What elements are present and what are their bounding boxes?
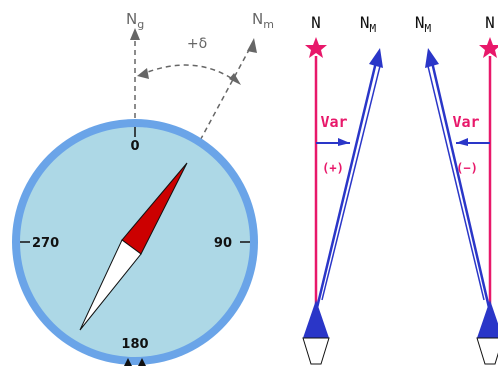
dial-label-south: 180 [121,337,148,352]
declination-arc [139,64,238,83]
variation-panel-positive: N NM Var (+) [302,13,383,365]
declination-arc-left-arrowhead [137,68,149,79]
variation-arc-arrowhead [338,138,350,146]
declination-label: +δ [187,36,207,52]
grid-north-label: Ng [126,10,144,31]
base-needle-south [302,337,330,365]
tick-south-right [138,358,146,366]
variation-sign-label: (+) [322,161,344,175]
magnetic-north-arrowhead [247,38,257,53]
base-needle-north [477,300,498,338]
variation-label: Var [320,113,347,131]
dial-label-west: 270 [32,236,59,251]
dial-label-north: 0 [130,139,139,154]
magnetic-north-line [195,47,251,149]
magnetic-north-label: NM [360,13,377,35]
base-needle-south [476,337,498,365]
magnetic-north-line [430,61,492,313]
declination-arc-right-arrowhead [229,73,241,85]
magnetic-north-line-inner [426,61,485,301]
base-needle-north [303,300,329,338]
dial-label-east: 90 [214,236,232,251]
variation-sign-label: (−) [456,161,478,175]
magnetic-north-line-inner [321,61,382,301]
true-north-star [479,37,498,58]
magnetic-north-label: Nm [252,10,274,31]
magnetic-north-arrowhead [369,48,383,68]
true-north-label: N [311,13,321,32]
variation-label: Var [452,113,479,131]
grid-north-arrowhead [130,28,140,40]
magnetic-north-line [314,61,378,313]
variation-panel-negative: NM N Var (−) [415,13,498,365]
compass-needle-south [79,239,142,331]
magnetic-north-label: NM [415,13,432,35]
variation-arc-arrowhead [456,138,468,146]
tick-south-left [124,358,132,366]
compass-figure: 0 90 270 180 Ng Nm +δ [12,10,274,366]
magnetic-north-arrowhead [425,48,439,68]
true-north-star [305,37,327,58]
true-north-label: N [485,13,495,32]
